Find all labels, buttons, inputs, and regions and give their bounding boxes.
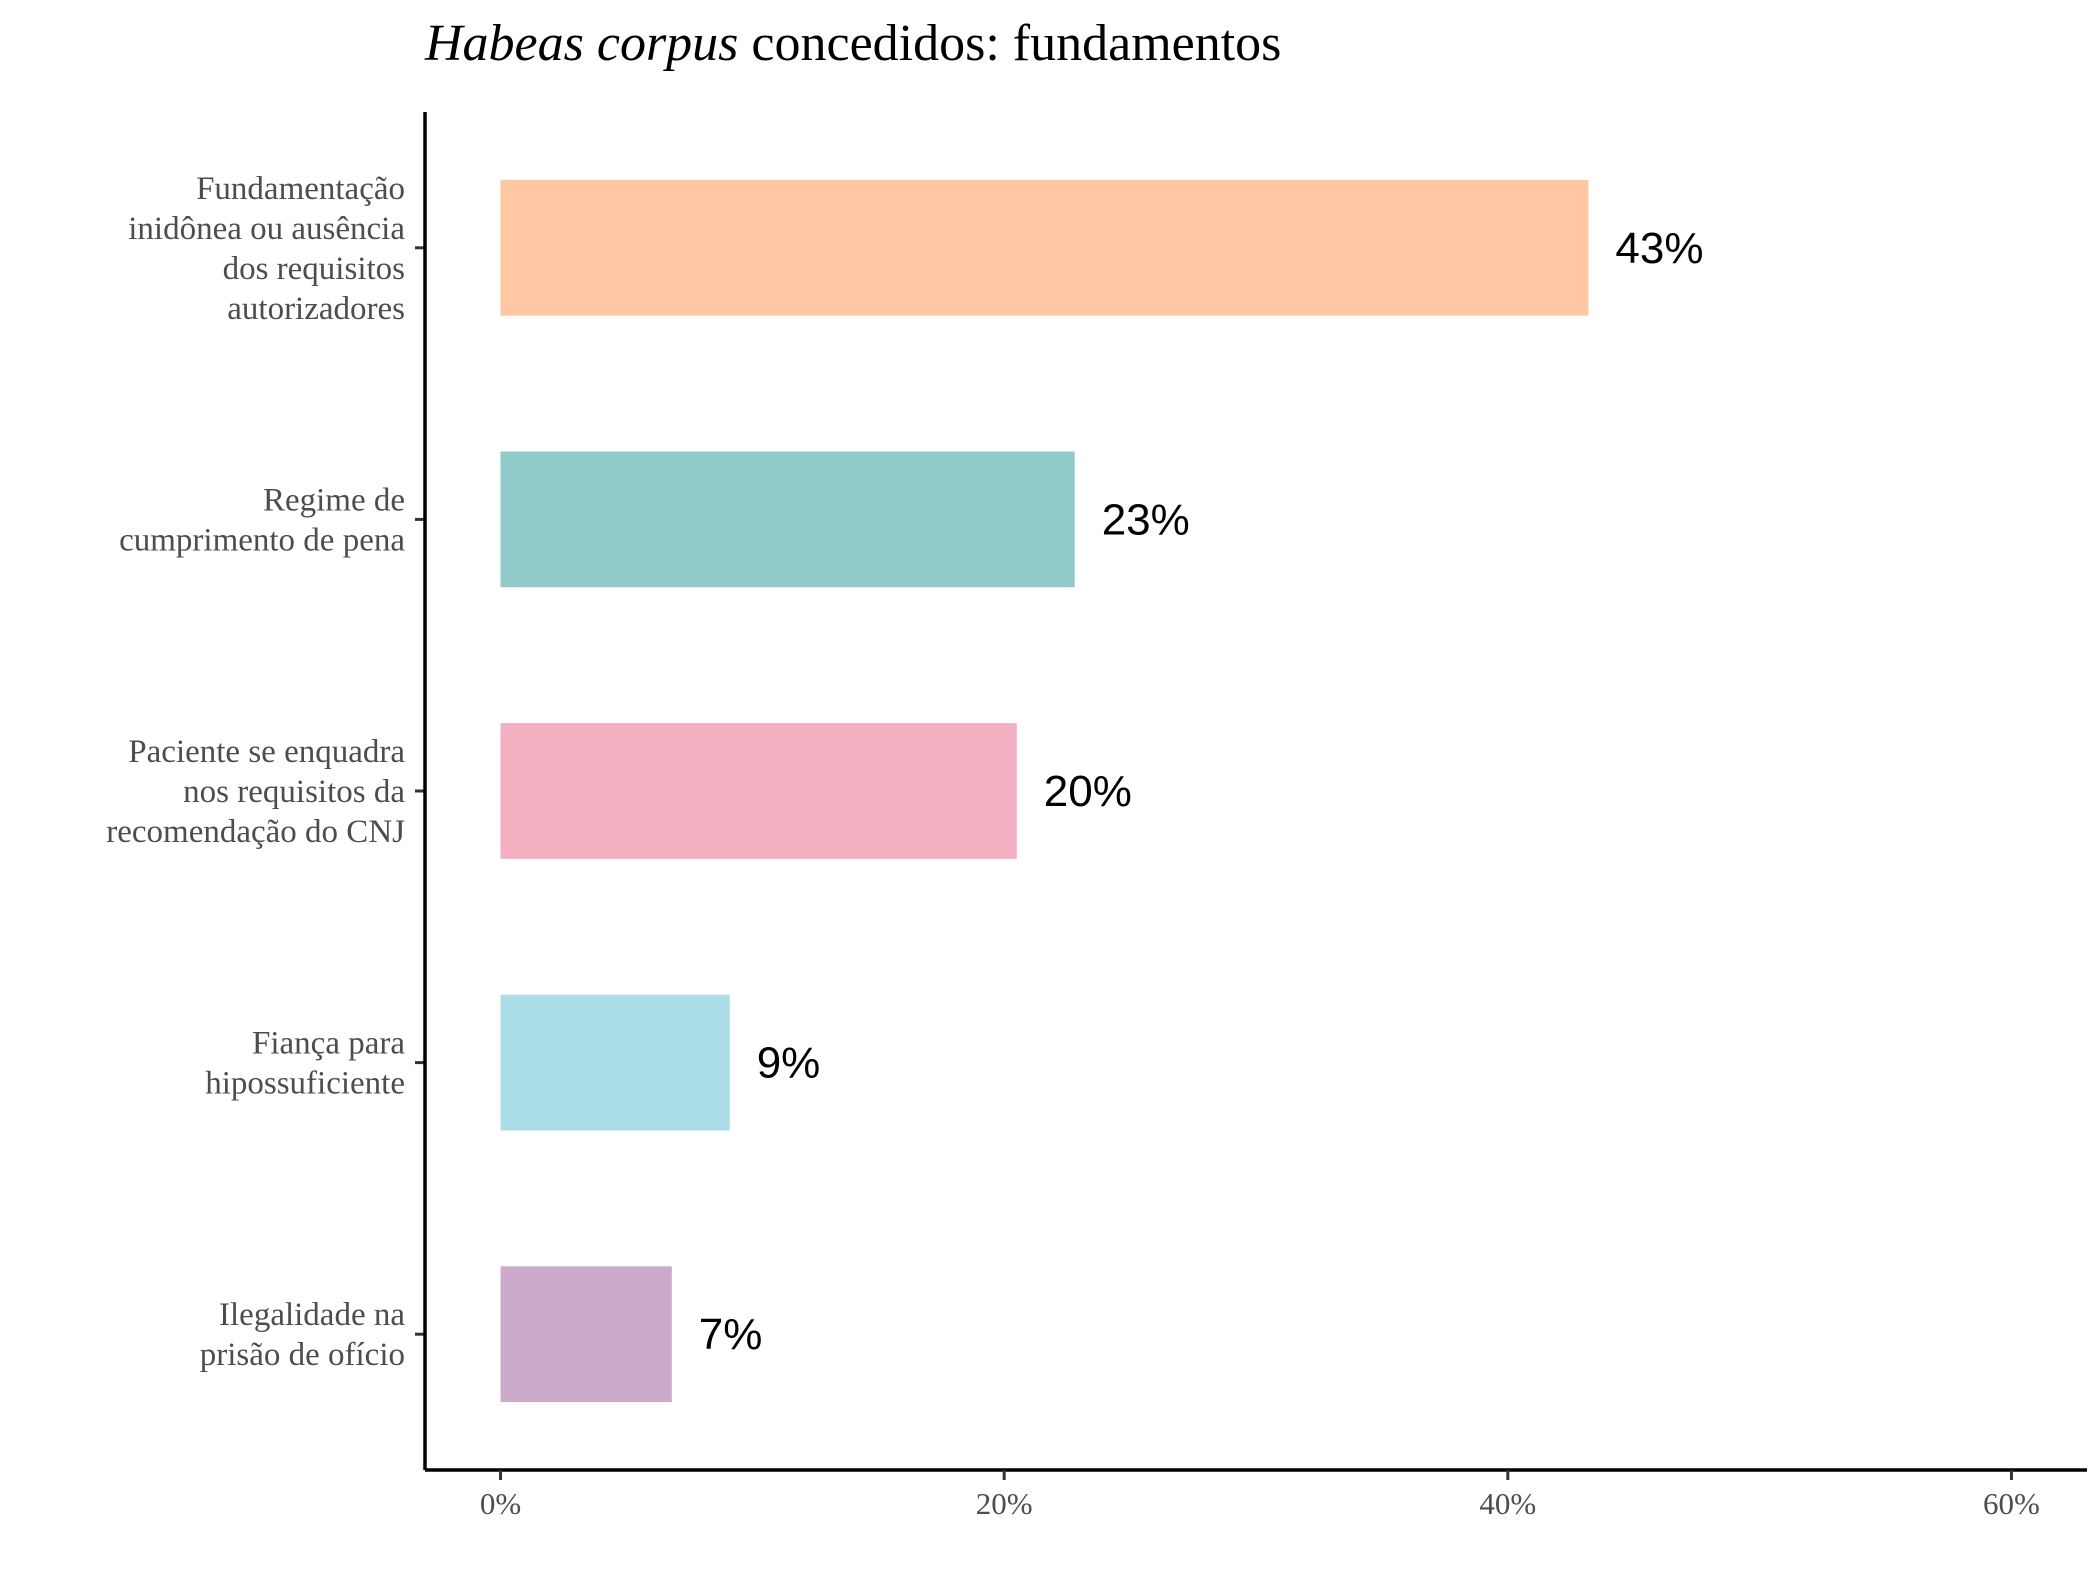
category-label-2: Regime de cumprimento de pena [119,482,405,558]
category-label-line: Paciente se enquadra [128,734,405,770]
bar-2 [500,451,1075,588]
bar-1 [500,179,1589,316]
x-tick-label-2: 20% [976,1486,1033,1521]
data-label-5: 7% [699,1310,763,1359]
category-label-1: Fundamentação inidônea ou ausência dos req… [128,171,405,327]
bar-4 [500,994,730,1131]
chart-title-italic: Habeas corpus [424,15,738,72]
category-label-line: cumprimento de pena [119,522,405,558]
category-label-line: Fundamentação [196,171,405,207]
chart-title-rest: concedidos: fundamentos [738,15,1281,72]
category-label-line: recomendação do CNJ [106,814,405,850]
category-label-line: autorizadores [227,291,405,327]
category-label-line: inidônea ou ausência [128,211,405,247]
category-label-4: Fiança para hipossuficiente [205,1026,405,1102]
data-label-4: 9% [757,1039,821,1088]
x-tick-label-1: 0% [480,1486,521,1521]
category-label-3: Paciente se enquadra nos requisitos da rec… [106,734,405,850]
category-label-line: nos requisitos da [183,774,405,810]
category-label-line: hipossuficiente [205,1066,405,1102]
category-label-line: dos requisitos [223,251,405,287]
bar-3 [500,723,1017,859]
category-label-line: Fiança para [252,1026,405,1062]
x-tick-label-3: 40% [1479,1486,1536,1521]
data-label-3: 20% [1044,767,1132,816]
bar-5 [500,1266,672,1403]
category-label-5: Ilegalidade na prisão de ofício [200,1297,406,1373]
chart-title: Habeas corpus concedidos: fundamentos [424,15,1281,72]
x-tick-label-4: 60% [1983,1486,2040,1521]
category-label-line: Ilegalidade na [219,1297,405,1333]
data-label-2: 23% [1102,495,1190,544]
plot-area: 43% Fundamentação inidônea ou ausência dos … [106,112,2087,1521]
data-label-1: 43% [1615,224,1703,273]
category-label-line: prisão de ofício [200,1337,405,1373]
category-label-line: Regime de [263,482,405,518]
